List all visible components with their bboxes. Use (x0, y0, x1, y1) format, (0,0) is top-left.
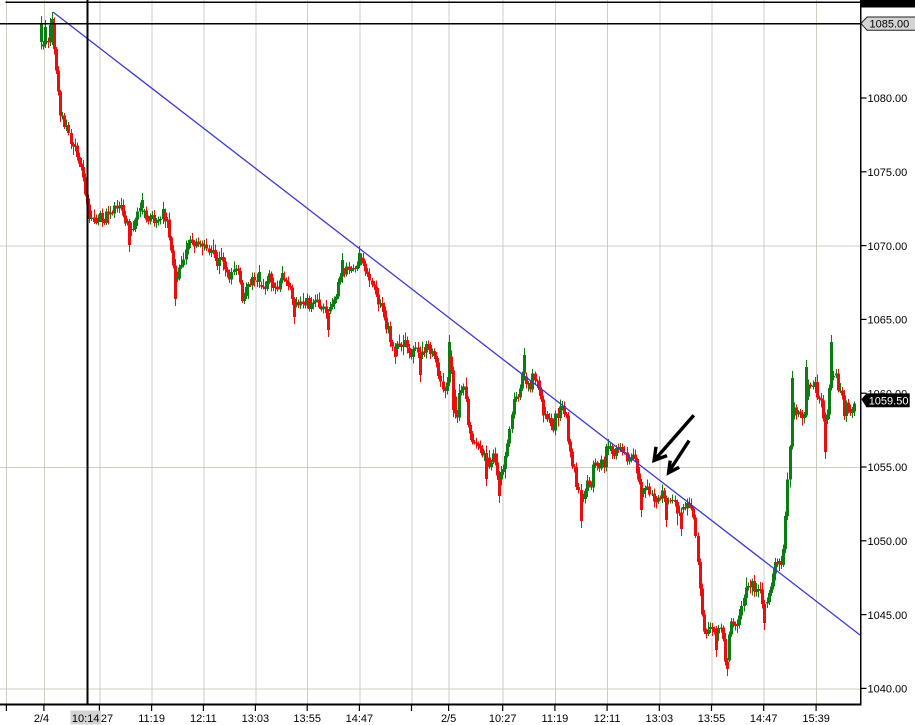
svg-text:13:55: 13:55 (698, 713, 726, 725)
svg-text:13:03: 13:03 (646, 713, 674, 725)
svg-text:1040.00: 1040.00 (868, 684, 908, 696)
svg-text:10:27: 10:27 (489, 713, 517, 725)
svg-text:1080.00: 1080.00 (868, 93, 908, 105)
svg-text:14:47: 14:47 (750, 713, 778, 725)
svg-text:1050.00: 1050.00 (868, 536, 908, 548)
svg-text:2/4: 2/4 (34, 713, 49, 725)
svg-text:11:19: 11:19 (542, 713, 569, 725)
svg-text:1059.50: 1059.50 (869, 395, 909, 407)
svg-text:1075.00: 1075.00 (868, 167, 908, 179)
svg-text:14:47: 14:47 (346, 713, 374, 725)
svg-text:13:55: 13:55 (293, 713, 321, 725)
svg-text:12:11: 12:11 (594, 713, 621, 725)
svg-text:13:03: 13:03 (242, 713, 270, 725)
svg-text:11:19: 11:19 (138, 713, 165, 725)
svg-text:10:14: 10:14 (72, 713, 100, 725)
svg-text:2/5: 2/5 (441, 713, 456, 725)
svg-text:1055.00: 1055.00 (868, 462, 908, 474)
svg-text:15:39: 15:39 (802, 713, 830, 725)
svg-text:1085.00: 1085.00 (870, 19, 910, 31)
svg-text:1045.00: 1045.00 (868, 610, 908, 622)
svg-text:1065.00: 1065.00 (868, 315, 908, 327)
svg-text:12:11: 12:11 (190, 713, 217, 725)
svg-text:1070.00: 1070.00 (868, 241, 908, 253)
